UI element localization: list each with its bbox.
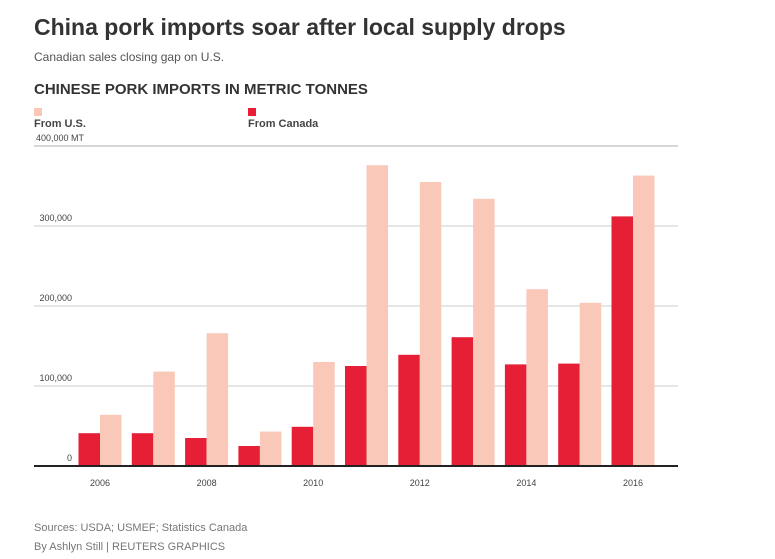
- x-tick-label: 2006: [90, 478, 110, 488]
- legend-swatch-canada: [248, 108, 256, 116]
- bar-canada-2012: [398, 354, 420, 466]
- x-tick-label: 2008: [197, 478, 217, 488]
- bar-us-2014: [526, 289, 548, 466]
- sources: Sources: USDA; USMEF; Statistics Canada: [34, 522, 248, 534]
- bar-canada-2007: [131, 433, 154, 466]
- bar-canada-2009: [238, 446, 260, 466]
- bar-canada-2015: [558, 363, 580, 466]
- y-tick-label: 400,000 MT: [36, 133, 85, 143]
- y-tick-label: 300,000: [39, 213, 72, 223]
- legend-label-us: From U.S.: [34, 118, 86, 130]
- subtitle: Canadian sales closing gap on U.S.: [34, 50, 225, 64]
- legend-swatch-us: [34, 108, 42, 116]
- bar-us-2011: [366, 165, 388, 466]
- chart-title: CHINESE PORK IMPORTS IN METRIC TONNES: [34, 81, 368, 98]
- bar-us-2016: [633, 175, 655, 466]
- bar-canada-2013: [451, 337, 474, 466]
- bar-us-2008: [206, 333, 229, 466]
- legend-label-canada: From Canada: [248, 118, 319, 130]
- bar-chart: 0 100,000 200,000 300,000 400,000 MT 2006 2008…: [34, 133, 678, 488]
- bar-us-2006: [100, 414, 122, 466]
- bar-us-2015: [579, 302, 602, 466]
- y-tick-label: 0: [67, 453, 72, 463]
- byline: By Ashlyn Still | REUTERS GRAPHICS: [34, 541, 226, 553]
- x-tick-label: 2014: [516, 478, 536, 488]
- bar-canada-2010: [291, 426, 314, 466]
- x-tick-label: 2016: [623, 478, 643, 488]
- bar-canada-2006: [78, 433, 100, 466]
- bar-us-2007: [153, 371, 175, 466]
- x-tick-label: 2010: [303, 478, 323, 488]
- bar-canada-2008: [185, 438, 207, 466]
- bar-us-2010: [313, 362, 335, 466]
- bar-us-2013: [473, 198, 495, 467]
- y-tick-label: 200,000: [39, 293, 72, 303]
- x-tick-label: 2012: [410, 478, 430, 488]
- bar-us-2012: [419, 182, 442, 466]
- bar-canada-2011: [345, 366, 367, 466]
- bar-us-2009: [259, 431, 282, 466]
- page-title: China pork imports soar after local supp…: [34, 14, 566, 40]
- bar-canada-2016: [611, 216, 633, 466]
- y-tick-label: 100,000: [39, 373, 72, 383]
- bar-canada-2014: [504, 364, 527, 466]
